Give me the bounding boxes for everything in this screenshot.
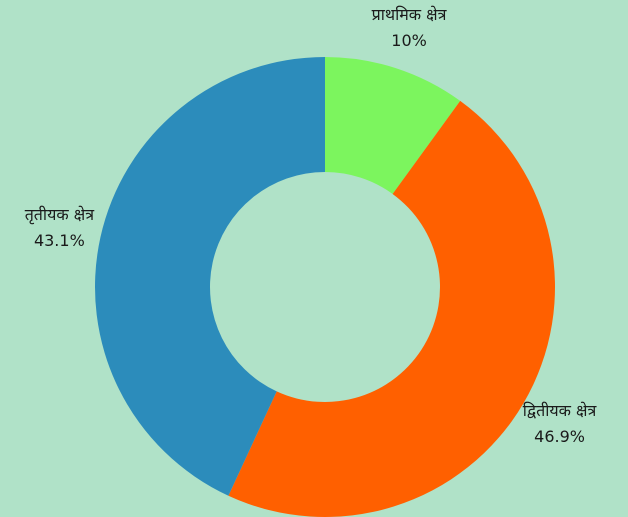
segment-value-label: 46.9% xyxy=(534,427,585,446)
donut-segment xyxy=(228,100,555,517)
segment-value-label: 43.1% xyxy=(34,231,85,250)
segment-label: प्राथमिक क्षेत्र xyxy=(372,5,448,24)
donut-segment xyxy=(95,57,325,496)
segment-label: तृतीयक क्षेत्र xyxy=(25,205,96,225)
donut-segment xyxy=(325,57,461,194)
segment-value-label: 10% xyxy=(391,31,427,50)
segment-label: द्वितीयक क्षेत्र xyxy=(523,401,598,420)
